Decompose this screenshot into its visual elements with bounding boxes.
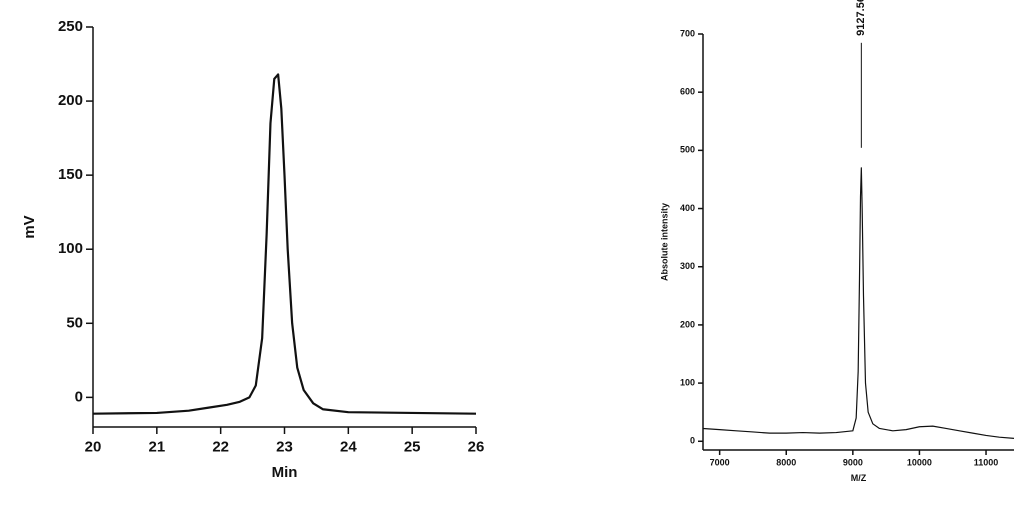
trace bbox=[702, 167, 1015, 439]
y-tick-label: 400 bbox=[680, 203, 695, 213]
y-tick-label: 0 bbox=[690, 436, 695, 446]
y-tick-label: 100 bbox=[58, 240, 83, 257]
x-tick-label: 7000 bbox=[710, 457, 730, 467]
x-tick-label: 20 bbox=[85, 438, 102, 455]
x-tick-label: 23 bbox=[276, 438, 293, 455]
x-axis-label: M/Z bbox=[851, 473, 867, 483]
y-tick-label: 100 bbox=[680, 377, 695, 387]
y-tick-label: 300 bbox=[680, 261, 695, 271]
y-tick-label: 200 bbox=[680, 319, 695, 329]
x-tick-label: 9000 bbox=[843, 457, 863, 467]
y-tick-label: 250 bbox=[58, 18, 83, 35]
y-tick-label: 500 bbox=[680, 145, 695, 155]
x-tick-label: 24 bbox=[340, 438, 357, 455]
x-tick-label: 10000 bbox=[907, 457, 932, 467]
trace bbox=[92, 73, 477, 415]
y-tick-label: 50 bbox=[66, 314, 83, 331]
x-tick-label: 22 bbox=[212, 438, 229, 455]
x-tick-label: 26 bbox=[468, 438, 485, 455]
x-tick-label: 21 bbox=[148, 438, 165, 455]
y-axis-label: Absolute intensity bbox=[660, 203, 670, 281]
x-tick-label: 11000 bbox=[974, 457, 999, 467]
annotation: 9127.56 bbox=[855, 0, 867, 36]
y-axis-label: mV bbox=[21, 215, 38, 238]
x-axis-label: Min bbox=[272, 464, 298, 481]
y-tick-label: 0 bbox=[75, 388, 83, 405]
y-tick-label: 200 bbox=[58, 92, 83, 109]
x-tick-label: 25 bbox=[404, 438, 421, 455]
y-tick-label: 600 bbox=[680, 87, 695, 97]
y-tick-label: 150 bbox=[58, 166, 83, 183]
y-tick-label: 700 bbox=[680, 28, 695, 38]
x-tick-label: 8000 bbox=[776, 457, 796, 467]
